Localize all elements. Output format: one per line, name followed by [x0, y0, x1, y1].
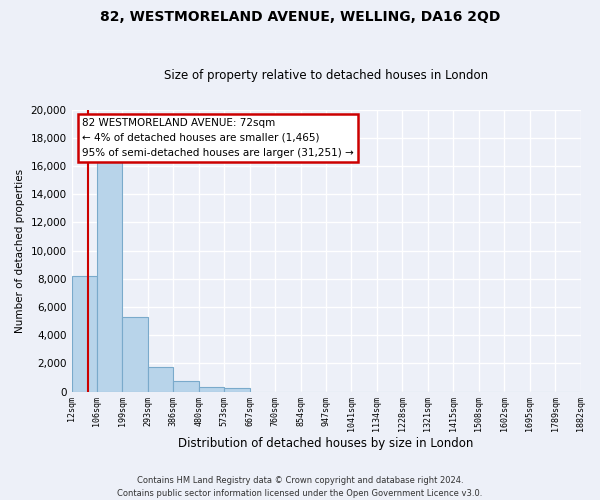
Bar: [148, 367, 173, 392]
Text: 82, WESTMORELAND AVENUE, WELLING, DA16 2QD: 82, WESTMORELAND AVENUE, WELLING, DA16 2…: [100, 10, 500, 24]
Title: Size of property relative to detached houses in London: Size of property relative to detached ho…: [164, 69, 488, 82]
Bar: [199, 388, 224, 392]
Bar: [97, 159, 122, 392]
Y-axis label: Number of detached properties: Number of detached properties: [15, 168, 25, 332]
X-axis label: Distribution of detached houses by size in London: Distribution of detached houses by size …: [178, 437, 474, 450]
Text: 82 WESTMORELAND AVENUE: 72sqm
← 4% of detached houses are smaller (1,465)
95% of: 82 WESTMORELAND AVENUE: 72sqm ← 4% of de…: [82, 118, 353, 158]
Text: Contains HM Land Registry data © Crown copyright and database right 2024.
Contai: Contains HM Land Registry data © Crown c…: [118, 476, 482, 498]
Bar: [224, 388, 250, 392]
Bar: [173, 381, 199, 392]
Bar: [71, 276, 97, 392]
Bar: [122, 317, 148, 392]
